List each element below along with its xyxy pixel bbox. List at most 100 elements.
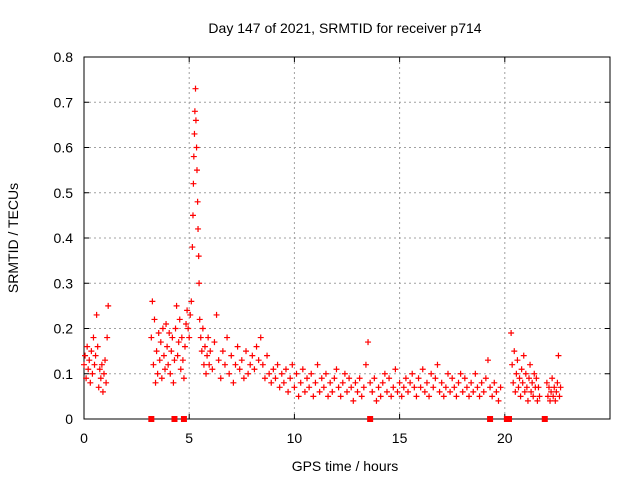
data-point	[461, 375, 468, 382]
data-point	[510, 379, 517, 386]
data-point	[358, 393, 365, 400]
data-point	[331, 375, 338, 382]
data-point	[148, 334, 155, 341]
y-tick-label: 0.6	[54, 140, 74, 156]
data-point	[276, 384, 283, 391]
data-point	[224, 334, 231, 341]
data-point	[447, 388, 454, 395]
data-point	[88, 348, 95, 355]
data-point	[322, 370, 329, 377]
y-axis-label: SRMTID / TECUs	[5, 183, 21, 293]
data-point	[150, 361, 157, 368]
data-point	[179, 357, 186, 364]
data-point	[371, 375, 378, 382]
data-point	[451, 384, 458, 391]
data-point	[190, 153, 197, 160]
grid-layer	[84, 57, 610, 419]
data-point	[164, 343, 171, 350]
zero-marker	[506, 416, 513, 422]
data-point	[421, 388, 428, 395]
data-point	[215, 357, 222, 364]
data-point	[102, 357, 109, 364]
data-point	[329, 388, 336, 395]
data-point	[453, 393, 460, 400]
zero-marker	[171, 416, 178, 422]
data-point	[438, 379, 445, 386]
data-point	[154, 370, 161, 377]
data-point	[476, 393, 483, 400]
data-point	[167, 370, 174, 377]
data-point	[285, 388, 292, 395]
data-point	[245, 370, 252, 377]
data-point	[194, 198, 201, 205]
data-point	[487, 384, 494, 391]
data-point	[293, 370, 300, 377]
data-point	[554, 379, 561, 386]
chart-title: Day 147 of 2021, SRMTID for receiver p71…	[208, 20, 481, 36]
data-point	[543, 379, 550, 386]
data-point	[493, 388, 500, 395]
data-point	[172, 325, 179, 332]
data-point	[346, 375, 353, 382]
data-point	[85, 366, 92, 373]
x-tick-label: 20	[497, 430, 513, 446]
data-point	[201, 343, 208, 350]
data-point	[185, 325, 192, 332]
data-point	[255, 357, 262, 364]
data-point	[553, 388, 560, 395]
data-point	[318, 375, 325, 382]
data-point	[240, 375, 247, 382]
data-point	[97, 375, 104, 382]
data-point	[314, 361, 321, 368]
data-point	[178, 334, 185, 341]
data-point	[207, 348, 214, 355]
data-point	[166, 330, 173, 337]
data-point	[188, 298, 195, 305]
zero-marker	[541, 416, 548, 422]
data-point	[472, 370, 479, 377]
data-point	[193, 144, 200, 151]
data-point	[282, 366, 289, 373]
data-point	[409, 370, 416, 377]
data-point	[536, 393, 543, 400]
data-point	[289, 361, 296, 368]
data-point	[335, 384, 342, 391]
data-point	[165, 361, 172, 368]
data-point	[308, 370, 315, 377]
data-point	[312, 379, 319, 386]
data-point	[174, 352, 181, 359]
data-point	[402, 375, 409, 382]
data-point	[270, 366, 277, 373]
data-point	[211, 339, 218, 346]
data-point	[341, 370, 348, 377]
data-point	[249, 352, 256, 359]
data-point	[149, 298, 156, 305]
data-point	[94, 343, 101, 350]
data-point	[234, 343, 241, 350]
data-point	[489, 393, 496, 400]
data-point	[400, 384, 407, 391]
y-tick-label: 0.2	[54, 321, 74, 337]
data-point	[295, 393, 302, 400]
y-tick-label: 0.4	[54, 230, 74, 246]
data-point	[291, 384, 298, 391]
data-point	[436, 388, 443, 395]
data-point	[377, 393, 384, 400]
data-point	[529, 379, 536, 386]
x-tick-label: 15	[392, 430, 408, 446]
data-point	[257, 334, 264, 341]
data-layer	[81, 85, 564, 422]
data-point	[339, 379, 346, 386]
data-point	[259, 361, 266, 368]
y-tick-label: 0.7	[54, 94, 74, 110]
y-tick-label: 0.3	[54, 275, 74, 291]
data-point	[189, 244, 196, 251]
data-point	[390, 384, 397, 391]
data-point	[415, 375, 422, 382]
data-point	[432, 375, 439, 382]
data-point	[449, 375, 456, 382]
data-point	[205, 334, 212, 341]
data-point	[518, 366, 525, 373]
data-point	[320, 384, 327, 391]
